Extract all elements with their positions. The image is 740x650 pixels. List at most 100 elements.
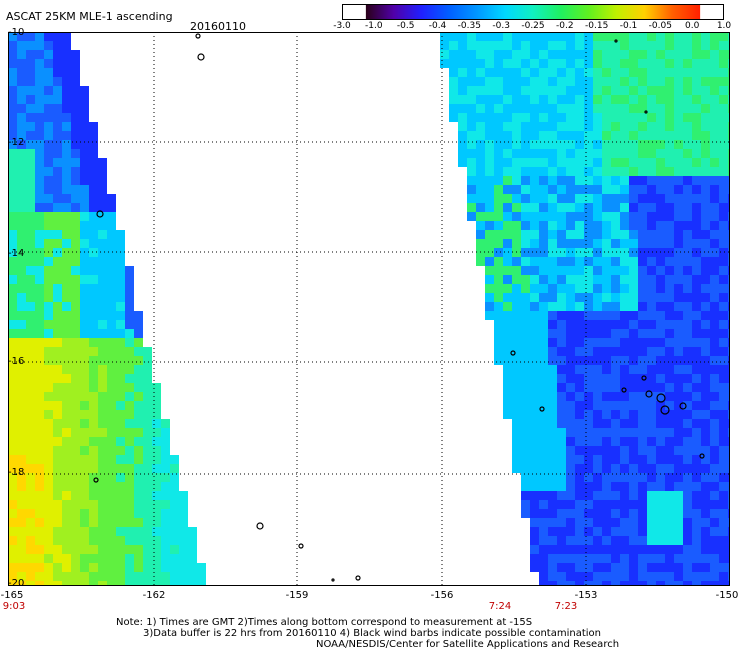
swath-cell xyxy=(602,527,611,536)
swath-cell xyxy=(557,527,566,536)
swath-cell xyxy=(62,59,71,68)
swath-cell xyxy=(8,392,17,401)
swath-cell xyxy=(647,527,656,536)
swath-cell xyxy=(692,473,701,482)
swath-cell xyxy=(71,401,80,410)
swath-cell xyxy=(98,365,107,374)
swath-cell xyxy=(530,59,539,68)
swath-cell xyxy=(575,95,584,104)
swath-cell xyxy=(692,302,701,311)
swath-cell xyxy=(566,464,575,473)
swath-cell xyxy=(440,32,449,41)
swath-cell xyxy=(647,464,656,473)
swath-cell xyxy=(71,563,80,572)
swath-cell xyxy=(530,113,539,122)
swath-cell xyxy=(71,257,80,266)
swath-cell xyxy=(611,527,620,536)
swath-cell xyxy=(80,536,89,545)
swath-cell xyxy=(674,149,683,158)
swath-cell xyxy=(98,167,107,176)
swath-cell xyxy=(620,59,629,68)
swath-cell xyxy=(107,302,116,311)
swath-cell xyxy=(710,536,719,545)
swath-cell xyxy=(647,32,656,41)
swath-cell xyxy=(152,581,161,586)
swath-cell xyxy=(638,77,647,86)
swath-cell xyxy=(719,347,728,356)
swath-cell xyxy=(593,527,602,536)
swath-cell xyxy=(566,455,575,464)
swath-cell xyxy=(602,104,611,113)
swath-cell xyxy=(647,176,656,185)
swath-cell xyxy=(53,50,62,59)
swath-cell xyxy=(521,356,530,365)
swath-cell xyxy=(125,563,134,572)
swath-cell xyxy=(26,32,35,41)
swath-cell xyxy=(602,167,611,176)
swath-cell xyxy=(134,320,143,329)
swath-cell xyxy=(701,473,710,482)
swath-cell xyxy=(593,464,602,473)
swath-cell xyxy=(620,581,629,586)
swath-cell xyxy=(647,257,656,266)
swath-cell xyxy=(44,581,53,586)
swath-cell xyxy=(53,455,62,464)
swath-cell xyxy=(467,185,476,194)
swath-cell xyxy=(575,149,584,158)
swath-cell xyxy=(53,473,62,482)
swath-cell xyxy=(692,383,701,392)
swath-cell xyxy=(53,320,62,329)
swath-cell xyxy=(170,509,179,518)
swath-cell xyxy=(539,473,548,482)
swath-cell xyxy=(116,518,125,527)
swath-cell xyxy=(629,491,638,500)
swath-cell xyxy=(593,104,602,113)
swath-cell xyxy=(548,86,557,95)
swath-cell xyxy=(566,428,575,437)
swath-cell xyxy=(674,50,683,59)
swath-cell xyxy=(503,221,512,230)
swath-cell xyxy=(647,365,656,374)
swath-cell xyxy=(656,212,665,221)
swath-cell xyxy=(629,230,638,239)
swath-cell xyxy=(17,509,26,518)
swath-cell xyxy=(80,383,89,392)
swath-cell xyxy=(674,122,683,131)
swath-cell xyxy=(647,437,656,446)
swath-cell xyxy=(53,257,62,266)
swath-cell xyxy=(26,401,35,410)
swath-cell xyxy=(674,176,683,185)
swath-cell xyxy=(674,230,683,239)
swath-cell xyxy=(575,365,584,374)
swath-cell xyxy=(539,131,548,140)
swath-cell xyxy=(107,554,116,563)
swath-cell xyxy=(80,446,89,455)
swath-cell xyxy=(611,374,620,383)
swath-cell xyxy=(647,239,656,248)
swath-cell xyxy=(143,446,152,455)
swath-cell xyxy=(26,572,35,581)
swath-cell xyxy=(35,194,44,203)
swath-cell xyxy=(665,95,674,104)
swath-cell xyxy=(701,140,710,149)
swath-cell xyxy=(35,239,44,248)
swath-cell xyxy=(647,338,656,347)
swath-cell xyxy=(17,185,26,194)
swath-cell xyxy=(521,428,530,437)
swath-cell xyxy=(575,131,584,140)
swath-cell xyxy=(674,356,683,365)
swath-cell xyxy=(530,158,539,167)
swath-cell xyxy=(8,338,17,347)
swath-cell xyxy=(620,95,629,104)
swath-cell xyxy=(584,221,593,230)
swath-cell xyxy=(692,518,701,527)
swath-cell xyxy=(647,248,656,257)
swath-cell xyxy=(656,410,665,419)
swath-cell xyxy=(494,347,503,356)
swath-cell xyxy=(161,527,170,536)
swath-cell xyxy=(656,473,665,482)
swath-cell xyxy=(611,293,620,302)
swath-cell xyxy=(575,122,584,131)
swath-cell xyxy=(143,437,152,446)
swath-cell xyxy=(593,41,602,50)
